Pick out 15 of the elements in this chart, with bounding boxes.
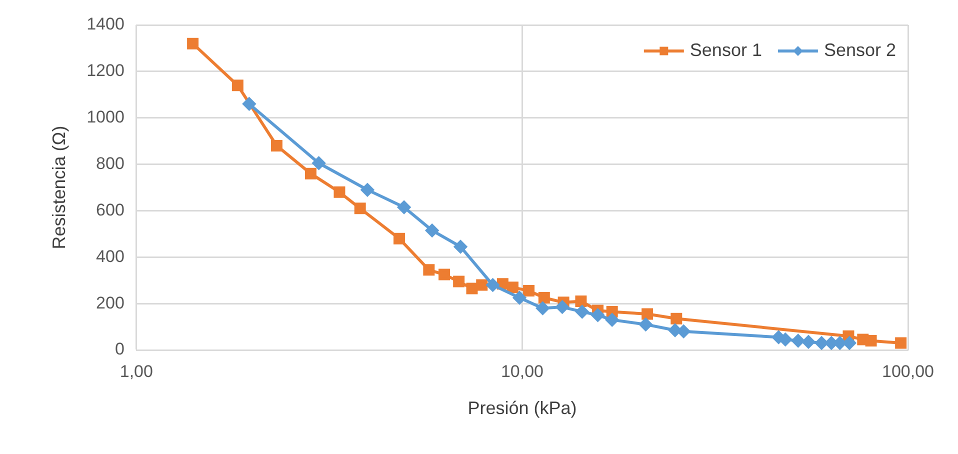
y-tick-label: 400 [96,246,124,266]
y-tick-label: 0 [114,340,124,359]
y-tick-label: 1000 [86,108,124,127]
x-tick-label: 1,00 [120,362,153,381]
legend-label: Sensor 2 [824,40,896,60]
y-tick-label: 1200 [86,61,124,80]
x-tick-label: 100,00 [882,362,934,381]
y-tick-label: 200 [96,293,124,312]
y-tick-label: 800 [96,154,124,173]
y-tick-label: 600 [96,200,124,220]
x-axis-title: Presión (kPa) [468,398,577,418]
legend-label: Sensor 1 [690,40,762,60]
y-axis-title: Resistencia (Ω) [48,126,69,250]
y-tick-label: 1400 [86,14,124,34]
x-tick-label: 10,00 [500,362,544,381]
